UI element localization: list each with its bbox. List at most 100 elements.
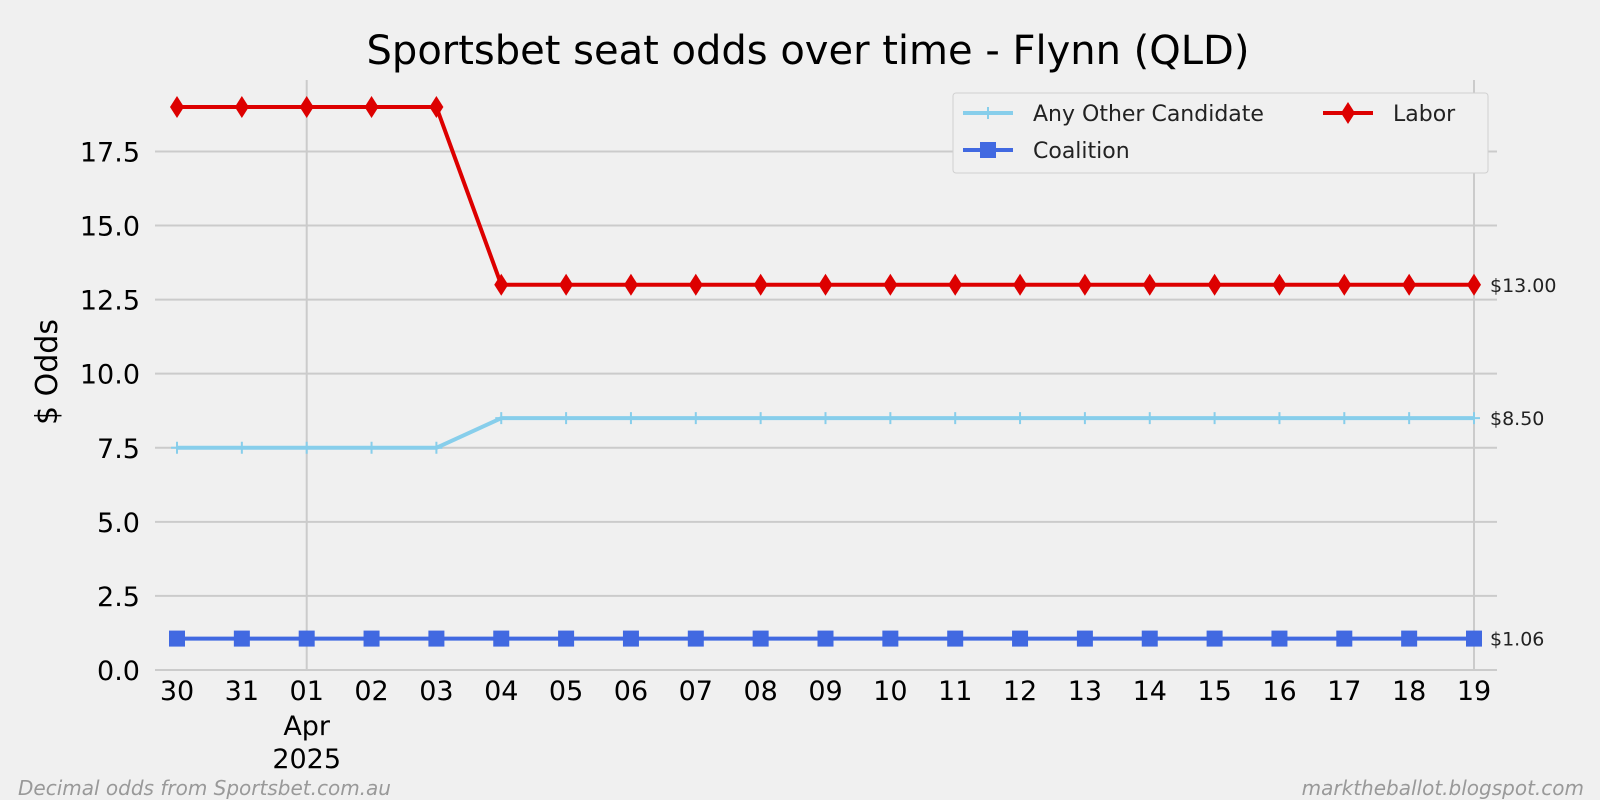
end-value-label: $13.00 — [1490, 275, 1556, 297]
x-tick-label: 16 — [1262, 676, 1296, 707]
data-point — [559, 273, 574, 296]
x-tick-label: 30 — [160, 676, 194, 707]
data-point — [884, 412, 897, 425]
end-value-label: $8.50 — [1490, 408, 1544, 430]
data-point — [560, 412, 573, 425]
data-point — [1338, 412, 1351, 425]
y-tick-label: 5.0 — [97, 508, 140, 539]
data-point — [1013, 273, 1028, 296]
x-tick-label: 15 — [1197, 676, 1231, 707]
x-tick-label: 17 — [1327, 676, 1361, 707]
data-point — [494, 273, 509, 296]
data-point — [622, 630, 639, 647]
data-point — [882, 630, 899, 647]
x-axis-ticks: 30 31 01 02 03 04 05 06 07 08 09 10 11 12 13 14 15 16 17 18… — [160, 676, 1491, 775]
data-point — [883, 273, 898, 296]
legend: Any Other Candidate Labor Coalition — [952, 92, 1489, 174]
data-point — [1468, 412, 1480, 425]
y-tick-label: 15.0 — [80, 212, 140, 243]
data-point — [1336, 630, 1353, 647]
data-point — [430, 441, 443, 454]
data-point — [752, 630, 769, 647]
y-tick-label: 7.5 — [97, 434, 140, 465]
data-point — [947, 630, 964, 647]
data-point — [1467, 273, 1481, 296]
data-point — [300, 441, 313, 454]
data-point — [1273, 412, 1286, 425]
y-tick-label: 2.5 — [97, 582, 140, 613]
end-value-label: $1.06 — [1490, 629, 1544, 651]
data-point — [170, 96, 184, 118]
data-point — [234, 96, 249, 118]
data-point — [233, 630, 250, 647]
legend-item: Labor — [1323, 102, 1456, 127]
data-point — [495, 412, 508, 425]
data-point — [235, 441, 248, 454]
data-point — [753, 273, 768, 296]
data-point — [1271, 630, 1288, 647]
data-point — [754, 412, 767, 425]
data-point — [1143, 412, 1156, 425]
x-tick-label: 09 — [808, 676, 842, 707]
x-tick-label: 08 — [743, 676, 777, 707]
x-tick-label: 31 — [225, 676, 259, 707]
data-point — [687, 630, 704, 647]
legend-swatch-marker — [1341, 102, 1355, 124]
legend-label: Labor — [1393, 102, 1456, 127]
data-point — [1012, 630, 1029, 647]
legend-label: Any Other Candidate — [1033, 102, 1264, 127]
data-point — [1076, 630, 1093, 647]
footer-source: Decimal odds from Sportsbet.com.au — [18, 776, 391, 800]
x-tick-month: Apr — [283, 711, 331, 742]
data-point — [818, 273, 833, 296]
data-point — [364, 96, 379, 118]
data-point — [624, 412, 637, 425]
series-2 — [170, 96, 1481, 296]
data-point — [428, 630, 445, 647]
chart-title: Sportsbet seat odds over time - Flynn (Q… — [367, 28, 1250, 74]
legend-label: Coalition — [1033, 139, 1130, 164]
x-tick-label: 18 — [1392, 676, 1426, 707]
legend-item: Any Other Candidate — [963, 102, 1264, 127]
footer-site: marktheballot.blogspot.com — [1302, 776, 1584, 800]
y-tick-label: 17.5 — [80, 137, 140, 168]
data-point — [1401, 630, 1418, 647]
data-point — [1208, 412, 1221, 425]
data-point — [689, 412, 702, 425]
x-tick-label: 06 — [614, 676, 648, 707]
y-axis-label: $ Odds — [30, 319, 65, 425]
data-point — [1142, 273, 1157, 296]
data-point — [299, 96, 314, 118]
x-tick-label: 03 — [419, 676, 453, 707]
x-tick-label: 11 — [938, 676, 972, 707]
data-point — [1206, 630, 1223, 647]
data-point — [1078, 412, 1091, 425]
data-point — [493, 630, 510, 647]
data-point — [558, 630, 575, 647]
x-tick-label: 14 — [1133, 676, 1167, 707]
series-1 — [169, 630, 1482, 647]
x-tick-year: 2025 — [272, 744, 341, 775]
data-point — [819, 412, 832, 425]
data-point — [1141, 630, 1158, 647]
data-point — [1403, 412, 1416, 425]
y-axis-ticks: 0.0 2.5 5.0 7.5 10.0 12.5 15.0 17.5 — [80, 137, 140, 687]
x-tick-label: 04 — [484, 676, 518, 707]
y-tick-label: 10.0 — [80, 360, 140, 391]
legend-item: Coalition — [963, 139, 1130, 164]
data-point — [949, 412, 962, 425]
data-point — [688, 273, 703, 296]
data-point — [169, 630, 185, 647]
data-point — [1207, 273, 1222, 296]
data-point — [1077, 273, 1092, 296]
data-point — [298, 630, 315, 647]
series-group — [169, 96, 1482, 647]
data-point — [365, 441, 378, 454]
x-tick-label: 01 — [290, 676, 324, 707]
x-tick-label: 02 — [354, 676, 388, 707]
data-point — [429, 96, 444, 118]
data-point — [1014, 412, 1027, 425]
data-point — [623, 273, 638, 296]
legend-swatch-marker — [982, 107, 994, 119]
